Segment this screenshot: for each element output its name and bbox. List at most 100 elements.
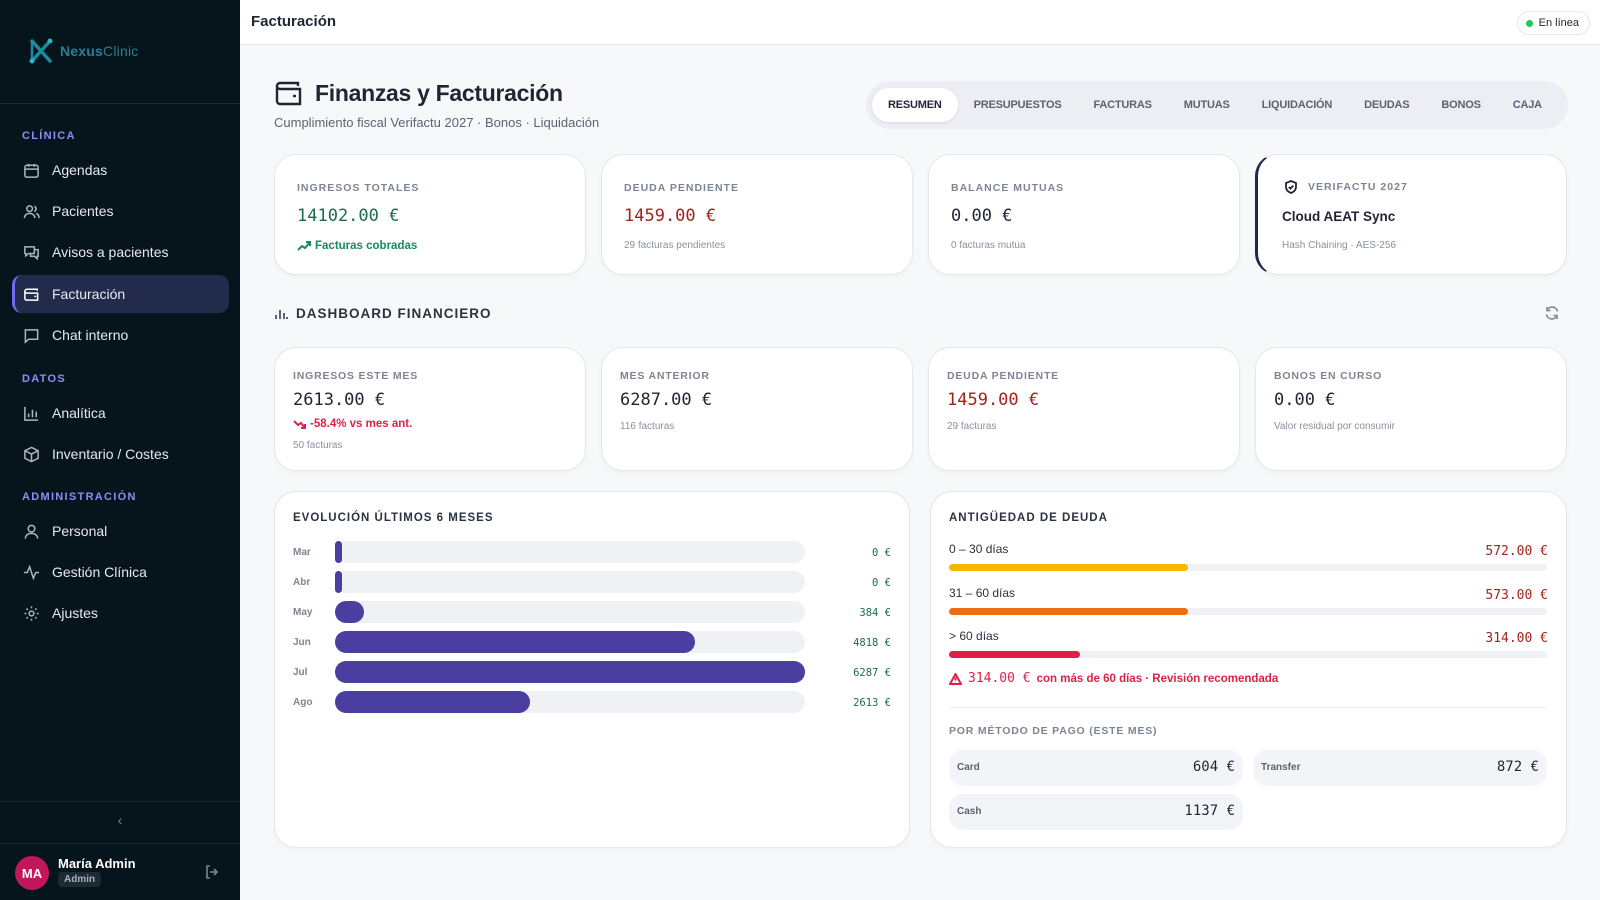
kpi-label: VERIFACTU 2027 — [1284, 180, 1408, 194]
sidebar-item-label: Gestión Clínica — [52, 564, 147, 580]
sidebar-item-chat[interactable]: Chat interno — [12, 316, 229, 354]
stat-card-mes-anterior: MES ANTERIOR 6287.00 € 116 facturas — [601, 347, 913, 471]
bar-month-label: Ago — [293, 697, 313, 708]
tab-liquidacion[interactable]: LIQUIDACIÓN — [1261, 99, 1333, 111]
payment-method-value: 604 € — [1192, 759, 1235, 775]
sidebar-item-label: Ajustes — [52, 605, 98, 621]
kpi-label: BALANCE MUTUAS — [951, 182, 1065, 194]
nav-section-clinica: CLÍNICA — [22, 130, 76, 142]
bar-track — [335, 631, 805, 653]
sidebar-item-label: Avisos a pacientes — [52, 244, 169, 260]
kpi-note: Hash Chaining · AES-256 — [1282, 240, 1396, 251]
bar-track — [335, 571, 805, 593]
brand-name: NexusClinic — [60, 43, 139, 59]
warning-triangle-icon — [949, 672, 962, 685]
bar-value: 2613 € — [853, 697, 891, 709]
tab-deudas[interactable]: DEUDAS — [1364, 99, 1410, 111]
sidebar-item-label: Analítica — [52, 405, 106, 421]
sidebar-item-facturacion[interactable]: Facturación — [12, 275, 229, 313]
tab-resumen[interactable]: RESUMEN — [872, 88, 958, 122]
sidebar-item-label: Personal — [52, 523, 108, 539]
sidebar-item-personal[interactable]: Personal — [12, 512, 229, 550]
sidebar-item-avisos[interactable]: Avisos a pacientes — [12, 233, 229, 271]
online-dot-icon — [1525, 19, 1533, 27]
aging-value: 573.00 € — [1485, 588, 1548, 603]
tab-caja[interactable]: CAJA — [1512, 99, 1542, 111]
tab-facturas[interactable]: FACTURAS — [1093, 99, 1152, 111]
kpi-value: 1459.00 € — [624, 206, 717, 226]
panel-title: ANTIGÜEDAD DE DEUDA — [949, 512, 1108, 524]
payment-method-card: Card 604 € — [949, 750, 1243, 786]
kpi-note-text: Facturas cobradas — [315, 240, 418, 252]
calendar-icon — [24, 163, 39, 178]
collapse-sidebar-button[interactable]: ‹ — [117, 812, 123, 828]
kpi-label-text: VERIFACTU 2027 — [1308, 181, 1408, 193]
user-role-badge: Admin — [58, 872, 102, 887]
warning-text: con más de 60 días · Revisión recomendad… — [1036, 672, 1279, 685]
avatar[interactable]: MA — [15, 856, 49, 890]
bar-fill — [335, 691, 530, 713]
aging-track — [949, 608, 1547, 615]
bar-track — [335, 661, 805, 683]
stat-card-bonos: BONOS EN CURSO 0.00 € Valor residual por… — [1255, 347, 1567, 471]
sidebar-item-ajustes[interactable]: Ajustes — [12, 594, 229, 632]
aging-fill — [949, 608, 1188, 615]
kpi-card-verifactu: VERIFACTU 2027 Cloud AEAT Sync Hash Chai… — [1255, 154, 1567, 275]
payment-method-value: 872 € — [1496, 759, 1539, 775]
kpi-note: Facturas cobradas — [297, 240, 417, 252]
aging-value: 572.00 € — [1485, 544, 1548, 559]
sidebar-item-analitica[interactable]: Analítica — [12, 394, 229, 432]
divider — [0, 843, 240, 844]
wallet-icon — [274, 80, 304, 108]
sidebar-item-gestion-clinica[interactable]: Gestión Clínica — [12, 553, 229, 591]
activity-icon — [23, 564, 40, 580]
sidebar-item-inventario[interactable]: Inventario / Costes — [12, 435, 229, 473]
bar-value: 4818 € — [853, 637, 891, 649]
stat-value: 2613.00 € — [293, 390, 386, 410]
divider — [949, 707, 1547, 708]
aging-track — [949, 651, 1547, 658]
aging-label: > 60 días — [949, 629, 999, 643]
sidebar-item-pacientes[interactable]: Pacientes — [12, 192, 229, 230]
payment-method-value: 1137 € — [1184, 803, 1235, 819]
tab-bonos[interactable]: BONOS — [1441, 99, 1481, 111]
stat-value: 6287.00 € — [620, 390, 713, 410]
sidebar: NexusClinic CLÍNICA Agendas Pacientes Av… — [0, 0, 240, 900]
section-title: DASHBOARD FINANCIERO — [296, 306, 492, 321]
aging-track — [949, 564, 1547, 571]
refresh-button[interactable] — [1544, 305, 1560, 321]
nav-section-datos: DATOS — [22, 373, 66, 385]
payment-method-cash: Cash 1137 € — [949, 794, 1243, 830]
bar-month-label: Abr — [293, 577, 311, 588]
nav-section-admin: ADMINISTRACIÓN — [22, 491, 137, 503]
section-tabs: RESUMEN PRESUPUESTOS FACTURAS MUTUAS LIQ… — [866, 81, 1568, 129]
stat-value: 0.00 € — [1274, 390, 1336, 410]
stat-card-deuda: DEUDA PENDIENTE 1459.00 € 29 facturas — [928, 347, 1240, 471]
stat-note: 29 facturas — [947, 421, 997, 432]
evolution-panel: EVOLUCIÓN ÚLTIMOS 6 MESES Mar 0 € Abr 0 … — [274, 491, 910, 848]
logout-button[interactable] — [204, 864, 220, 880]
kpi-value: 14102.00 € — [297, 206, 400, 226]
kpi-card-deuda: DEUDA PENDIENTE 1459.00 € 29 facturas pe… — [601, 154, 913, 275]
tab-mutuas[interactable]: MUTUAS — [1183, 99, 1230, 111]
topbar: Facturación En línea — [240, 0, 1600, 45]
brand-logo[interactable]: NexusClinic — [28, 38, 138, 64]
kpi-label: INGRESOS TOTALES — [297, 182, 420, 194]
bar-month-label: May — [293, 607, 313, 618]
sidebar-item-agendas[interactable]: Agendas — [12, 151, 229, 189]
divider — [0, 801, 240, 802]
chat-icon — [24, 328, 39, 344]
stat-trend-text: -58.4% vs mes ant. — [310, 418, 413, 430]
status-label: En línea — [1538, 17, 1579, 29]
bar-fill — [335, 601, 364, 623]
stat-label: INGRESOS ESTE MES — [293, 370, 419, 382]
shield-check-icon — [1285, 180, 1297, 194]
box-icon — [24, 446, 39, 462]
aging-fill — [949, 564, 1188, 571]
kpi-note: 29 facturas pendientes — [624, 240, 726, 251]
bar-track — [335, 601, 805, 623]
logout-icon — [206, 865, 219, 879]
bar-month-label: Jul — [293, 667, 308, 678]
stat-label: MES ANTERIOR — [620, 370, 710, 382]
tab-presupuestos[interactable]: PRESUPUESTOS — [973, 99, 1062, 111]
